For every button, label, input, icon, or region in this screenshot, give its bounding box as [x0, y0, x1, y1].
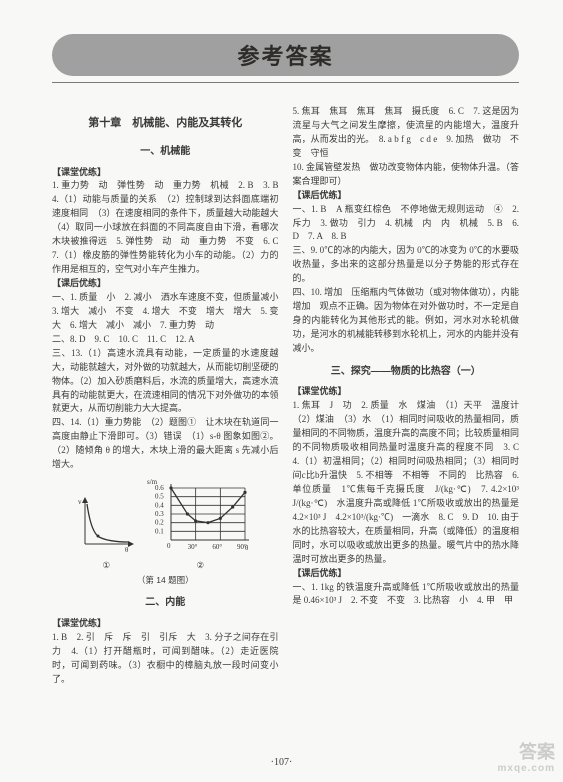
svg-text:30°: 30°: [188, 543, 198, 551]
classroom-practice-3-label: 【课堂优练】: [293, 386, 347, 396]
after-class-practice-label: 【课后优练】: [52, 278, 106, 288]
watermark-big: 答案: [519, 742, 555, 762]
after-class-3-line1: 一、1. 1kg 的铁温度升高或降低 1℃所吸收或放出的热量是 0.46×10³…: [293, 581, 520, 609]
figure-1-id: ①: [75, 559, 137, 572]
classroom-practice-2-label: 【课堂优练】: [52, 618, 106, 628]
classroom-practice-label: 【课堂优练】: [52, 167, 106, 177]
figures-row: v θ ① s/m 0 θ 0.10.20.30.40.50.: [52, 476, 279, 572]
figure-2-svg: s/m 0 θ 0.10.20.30.40.50.630°60°90°: [145, 476, 255, 554]
svg-text:0.1: 0.1: [155, 528, 164, 536]
right-continuation-2: 10. 金属管壁发热 做功改变物体内能，使物体升温。（答案合理即可）: [293, 161, 520, 189]
classroom-practice-2: 1. B 2. 引 斥 斥 引 引斥 大 3. 分子之间存在引力 4.（1）打开…: [52, 631, 279, 687]
svg-text:0.2: 0.2: [155, 519, 164, 527]
after-class-2-line1: 一、1. B A 瓶变红棕色 不停地做无规则运动 ④ 2. 斥力 3. 做功 引…: [293, 203, 520, 245]
svg-text:θ: θ: [125, 546, 129, 554]
svg-text:90°: 90°: [237, 543, 247, 551]
left-column: 第十章 机械能、内能及其转化 一、机械能 【课堂优练】 1. 重力势 动 弹性势…: [52, 105, 279, 687]
content-columns: 第十章 机械能、内能及其转化 一、机械能 【课堂优练】 1. 重力势 动 弹性势…: [52, 105, 519, 687]
after-class-2-label: 【课后优练】: [293, 190, 347, 200]
after-class-2-line3: 四、10. 增加 压缩瓶内气体做功（或对物体做功），内能增加 观点不正确。因为物…: [293, 286, 520, 356]
classroom-practice-1: 1. 重力势 动 弹性势 动 重力势 机械 2. B 3. B 4.（1）动能与…: [52, 179, 279, 277]
title-band: 参考答案: [52, 34, 519, 76]
right-continuation-1: 5. 焦耳 焦耳 焦耳 焦耳 摄氏度 6. C 7. 这是因为流星与大气之间发生…: [293, 105, 520, 161]
after-class-1-line3: 三、13.（1）高速水流具有动能，一定质量的水速度越大，动能就越大，对外做的功就…: [52, 347, 279, 417]
right-column: 5. 焦耳 焦耳 焦耳 焦耳 摄氏度 6. C 7. 这是因为流星与大气之间发生…: [293, 105, 520, 687]
after-class-2-line2: 三、9. 0℃的冰的内能大，因为 0℃的冰变为 0℃的水要吸收热量，多出来的这部…: [293, 244, 520, 286]
section-2-heading: 二、内能: [52, 595, 279, 611]
after-class-1-line1: 一、1. 质量 小 2. 减小 洒水车速度不变，但质量减小 3. 增大 减小 不…: [52, 291, 279, 333]
figure-caption: （第 14 题图）: [52, 574, 279, 587]
section-3-heading: 三、探究——物质的比热容（一）: [293, 364, 520, 380]
classroom-practice-3: 1. 焦耳 J 功 2. 质量 水 煤油 （1）天平 温度计 （2）煤油 （3）…: [293, 399, 520, 566]
svg-text:0: 0: [167, 542, 171, 550]
svg-text:0.3: 0.3: [155, 510, 164, 518]
chapter-heading: 第十章 机械能、内能及其转化: [52, 115, 279, 132]
main-title: 参考答案: [237, 39, 333, 71]
horizontal-rule: [52, 82, 519, 83]
after-class-1-line4: 四、14.（1）重力势能 （2）题图① 让木块在轨道同一高度由静止下滑即可。（3…: [52, 416, 279, 472]
page-number: ·107·: [0, 757, 563, 768]
svg-text:v: v: [78, 498, 82, 506]
figure-2: s/m 0 θ 0.10.20.30.40.50.630°60°90° ②: [145, 476, 255, 572]
svg-text:0.6: 0.6: [155, 484, 164, 492]
after-class-3-label: 【课后优练】: [293, 568, 347, 578]
figure-2-id: ②: [145, 559, 255, 572]
svg-text:0.4: 0.4: [155, 502, 164, 510]
figure-1-svg: v θ: [75, 492, 137, 554]
section-1-heading: 一、机械能: [52, 144, 279, 160]
svg-text:0.5: 0.5: [155, 493, 164, 501]
after-class-1-line2: 二、8. D 9. C 10. C 11. C 12. A: [52, 333, 279, 347]
watermark: 答案 mxqe.com: [498, 743, 555, 774]
figure-1: v θ ①: [75, 492, 137, 572]
watermark-small: mxqe.com: [498, 763, 555, 774]
svg-text:60°: 60°: [213, 543, 223, 551]
